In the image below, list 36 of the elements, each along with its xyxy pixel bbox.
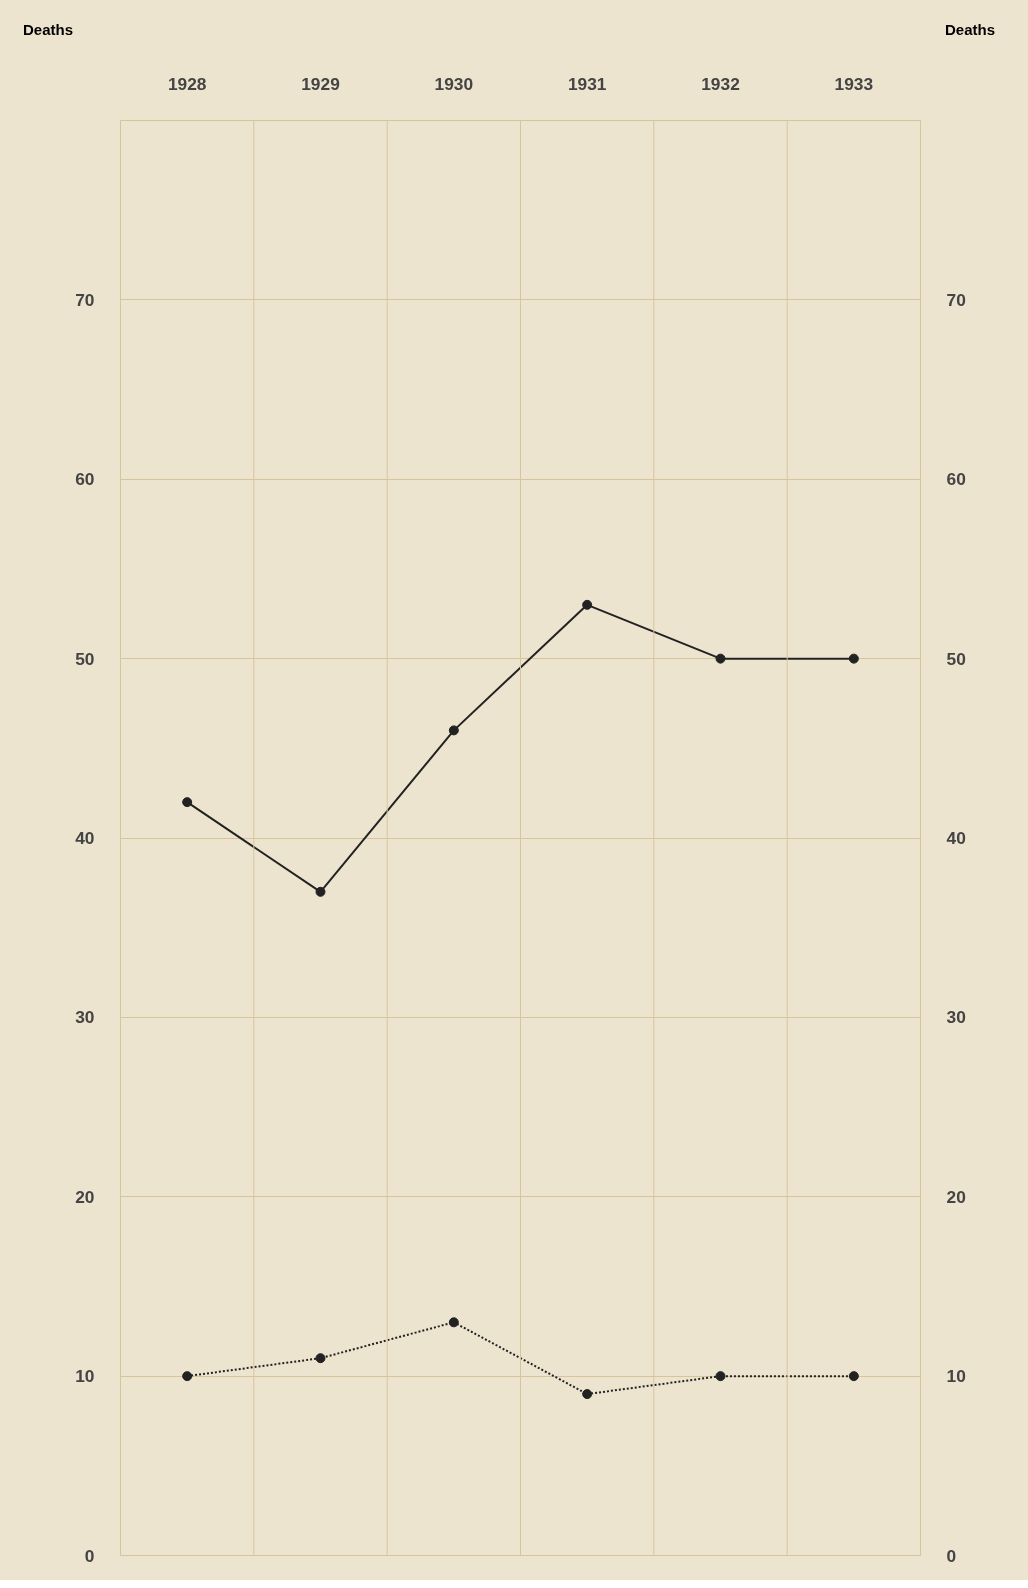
y2-axis-title: Deaths	[944, 20, 995, 40]
point	[715, 1371, 726, 1382]
x-tick-label: 1930	[434, 73, 474, 94]
y2-tick-label: 10	[946, 1366, 966, 1387]
x-tick-label: 1929	[301, 73, 340, 94]
x-tick-label: 1932	[701, 73, 740, 94]
y-tick-label: 60	[75, 469, 95, 490]
point	[848, 1371, 859, 1382]
point	[848, 653, 859, 664]
point	[582, 1389, 593, 1400]
y2-tick-label: 30	[946, 1007, 966, 1028]
y2-tick-label: 40	[946, 828, 966, 848]
x-tick-label: 1933	[834, 73, 874, 94]
y-axis-title: Deaths	[23, 20, 74, 40]
point	[582, 599, 593, 610]
x-tick-label: 1928	[167, 73, 207, 94]
point	[715, 653, 726, 664]
point	[182, 797, 193, 808]
x-tick-label: 1931	[567, 73, 607, 94]
y-tick-label: 0	[84, 1545, 95, 1566]
y2-tick-label: 20	[946, 1186, 966, 1207]
point	[315, 886, 326, 897]
y-tick-label: 30	[75, 1007, 95, 1028]
y-tick-label: 10	[75, 1366, 95, 1387]
point	[448, 725, 459, 736]
y2-tick-label: 50	[946, 648, 966, 669]
point	[315, 1353, 326, 1364]
point	[182, 1371, 193, 1382]
y2-tick-label: 70	[946, 289, 966, 310]
y-tick-label: 50	[75, 648, 95, 669]
point	[448, 1317, 459, 1328]
y-tick-label: 20	[75, 1186, 95, 1207]
y-tick-label: 40	[75, 828, 95, 848]
y2-tick-label: 0	[946, 1545, 957, 1566]
y2-tick-label: 60	[946, 469, 966, 490]
y-tick-label: 70	[75, 289, 95, 310]
